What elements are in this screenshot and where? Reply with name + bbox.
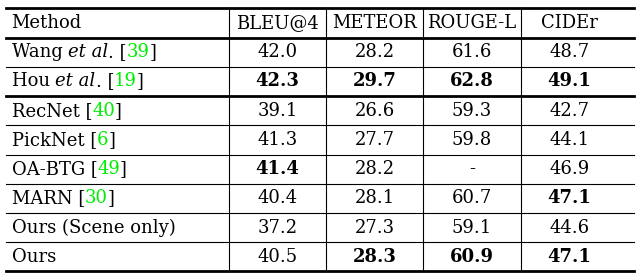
Text: ]: ]: [150, 43, 157, 61]
Text: 42.0: 42.0: [258, 43, 298, 61]
Text: 48.7: 48.7: [549, 43, 589, 61]
Text: Ours (Scene only): Ours (Scene only): [12, 219, 175, 237]
Text: 60.9: 60.9: [450, 248, 494, 266]
Text: 59.8: 59.8: [452, 131, 492, 149]
Text: Wang: Wang: [12, 43, 68, 61]
Text: et al: et al: [56, 72, 95, 90]
Text: 60.7: 60.7: [452, 189, 492, 207]
Text: 61.6: 61.6: [452, 43, 492, 61]
Text: 28.1: 28.1: [355, 189, 395, 207]
Text: ]: ]: [108, 189, 115, 207]
Text: ]: ]: [115, 102, 122, 120]
Text: 39.1: 39.1: [257, 102, 298, 120]
Text: . [: . [: [108, 43, 127, 61]
Text: Method: Method: [12, 14, 82, 32]
Text: 40: 40: [92, 102, 115, 120]
Text: 42.7: 42.7: [549, 102, 589, 120]
Text: BLEU@4: BLEU@4: [236, 14, 319, 32]
Text: -: -: [469, 160, 475, 178]
Text: 59.1: 59.1: [452, 219, 492, 237]
Text: 28.2: 28.2: [355, 160, 395, 178]
Text: 29.7: 29.7: [353, 72, 397, 90]
Text: 46.9: 46.9: [549, 160, 589, 178]
Text: 41.4: 41.4: [256, 160, 300, 178]
Text: PickNet [: PickNet [: [12, 131, 97, 149]
Text: 44.6: 44.6: [549, 219, 589, 237]
Text: CIDEr: CIDEr: [541, 14, 598, 32]
Text: 28.2: 28.2: [355, 43, 395, 61]
Text: 26.6: 26.6: [355, 102, 395, 120]
Text: 27.7: 27.7: [355, 131, 395, 149]
Text: 6: 6: [97, 131, 108, 149]
Text: 41.3: 41.3: [257, 131, 298, 149]
Text: Ours: Ours: [12, 248, 56, 266]
Text: 59.3: 59.3: [452, 102, 492, 120]
Text: 49: 49: [97, 160, 120, 178]
Text: 40.5: 40.5: [258, 248, 298, 266]
Text: ROUGE-L: ROUGE-L: [428, 14, 516, 32]
Text: 47.1: 47.1: [547, 248, 591, 266]
Text: ]: ]: [137, 72, 144, 90]
Text: Hou: Hou: [12, 72, 56, 90]
Text: et al: et al: [68, 43, 108, 61]
Text: 49.1: 49.1: [547, 72, 591, 90]
Text: ]: ]: [120, 160, 127, 178]
Text: 44.1: 44.1: [549, 131, 589, 149]
Text: 28.3: 28.3: [353, 248, 397, 266]
Text: 40.4: 40.4: [258, 189, 298, 207]
Text: MARN [: MARN [: [12, 189, 84, 207]
Text: 47.1: 47.1: [547, 189, 591, 207]
Text: 27.3: 27.3: [355, 219, 395, 237]
Text: 42.3: 42.3: [256, 72, 300, 90]
Text: 19: 19: [114, 72, 137, 90]
Text: . [: . [: [95, 72, 114, 90]
Text: RecNet [: RecNet [: [12, 102, 92, 120]
Text: 62.8: 62.8: [450, 72, 494, 90]
Text: 39: 39: [127, 43, 150, 61]
Text: OA-BTG [: OA-BTG [: [12, 160, 97, 178]
Text: METEOR: METEOR: [333, 14, 417, 32]
Text: 37.2: 37.2: [258, 219, 298, 237]
Text: ]: ]: [108, 131, 115, 149]
Text: 30: 30: [84, 189, 108, 207]
